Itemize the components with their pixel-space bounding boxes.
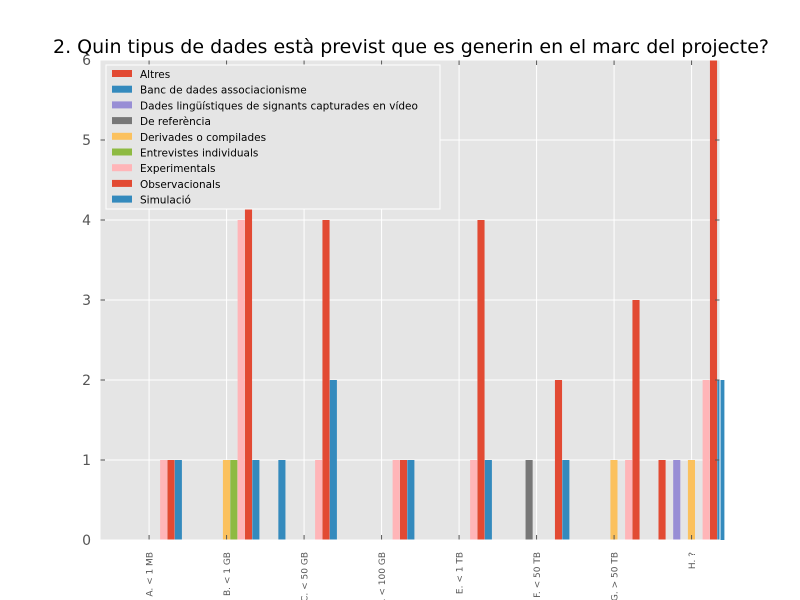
- y-tick-label: 1: [82, 453, 91, 469]
- x-tick-label: E. < 1 TB: [456, 552, 466, 594]
- plot-frame: [99, 59, 721, 541]
- legend-box: [105, 64, 441, 210]
- y-tick-label: 0: [82, 533, 91, 549]
- x-tick-label: D. < 100 GB: [378, 552, 388, 600]
- bar: [658, 460, 666, 540]
- legend-swatch: [112, 164, 132, 172]
- legend-label: De referència: [140, 116, 211, 128]
- bar: [322, 220, 330, 540]
- bar: [525, 460, 533, 540]
- legend-swatch: [112, 132, 132, 140]
- x-tick-label: F. < 50 TB: [533, 552, 543, 598]
- y-tick-label: 2: [82, 373, 91, 389]
- bar: [222, 460, 230, 540]
- legend-swatch: [112, 179, 132, 187]
- bar: [407, 460, 415, 540]
- bar: [167, 460, 175, 540]
- bars-group: [160, 60, 725, 540]
- bar: [392, 460, 400, 540]
- legend-swatch: [112, 148, 132, 156]
- bar: [278, 460, 286, 540]
- bar: [477, 220, 485, 540]
- bar: [632, 300, 640, 540]
- bar: [315, 460, 323, 540]
- legend-label: Dades lingüístiques de signants capturad…: [140, 100, 418, 112]
- x-tick-label: B. < 1 GB: [223, 552, 233, 596]
- legend-label: Banc de dades associacionisme: [140, 85, 307, 97]
- x-tick-label: C. < 50 GB: [301, 552, 311, 600]
- bar: [252, 460, 260, 540]
- bar: [470, 460, 478, 540]
- legend-label: Observacionals: [140, 179, 220, 191]
- bar: [160, 460, 168, 540]
- legend-swatch: [112, 101, 132, 109]
- bar: [717, 380, 725, 540]
- legend-label: Entrevistes individuals: [140, 148, 258, 160]
- bar: [230, 460, 238, 540]
- y-tick-label: 4: [82, 213, 91, 229]
- bar: [484, 460, 492, 540]
- bar: [329, 380, 337, 540]
- legend-swatch: [112, 85, 132, 93]
- y-tick-label: 5: [82, 133, 91, 149]
- bar: [399, 460, 408, 540]
- bar: [244, 140, 253, 540]
- legend-label: Simulació: [140, 195, 191, 207]
- x-tick-label: G. > 50 TB: [611, 552, 621, 600]
- x-tick-label: H. ?: [688, 552, 698, 569]
- bar: [174, 460, 182, 540]
- x-tick-label: A. < 1 MB: [146, 552, 156, 597]
- y-tick-label: 3: [82, 293, 91, 309]
- legend: Altres Banc de dades associacionisme Dades…: [105, 64, 441, 210]
- legend-label: Derivades o compilades: [140, 132, 266, 144]
- bar: [554, 380, 563, 540]
- bar: [625, 460, 633, 540]
- bar: [610, 460, 618, 540]
- bar: [709, 60, 718, 540]
- x-axis: A. < 1 MB B. < 1 GB C. < 50 GB D. < 100 GB E…: [146, 60, 698, 600]
- chart-title: 2. Quin tipus de dades està previst que …: [53, 36, 769, 58]
- bar: [562, 460, 570, 540]
- legend-swatch: [112, 195, 132, 203]
- y-tick-label: 6: [82, 53, 91, 69]
- legend-label: Altres: [140, 69, 170, 81]
- bar: [237, 220, 245, 540]
- legend-label: Experimentals: [140, 163, 216, 175]
- bar: [673, 460, 681, 540]
- y-axis: 0 1 2 3 4 5 6: [82, 53, 720, 549]
- bar: [687, 460, 695, 540]
- bar: [702, 380, 710, 540]
- legend-swatch: [112, 117, 132, 125]
- legend-swatch: [112, 70, 132, 77]
